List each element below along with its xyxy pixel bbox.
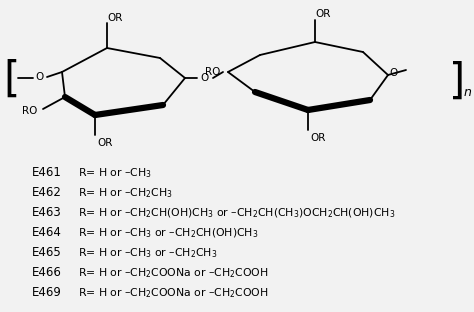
Text: E462: E462 — [32, 187, 62, 199]
Text: E464: E464 — [32, 227, 62, 240]
Text: OR: OR — [107, 13, 123, 23]
Text: R= H or –CH$_3$ or –CH$_2$CH$_3$: R= H or –CH$_3$ or –CH$_2$CH$_3$ — [78, 246, 218, 260]
Text: OR: OR — [97, 138, 113, 148]
Text: E466: E466 — [32, 266, 62, 280]
Text: E469: E469 — [32, 286, 62, 300]
Text: [: [ — [4, 59, 20, 101]
Text: O: O — [36, 72, 44, 82]
Text: OR: OR — [315, 9, 331, 19]
Text: R= H or –CH$_2$COONa or –CH$_2$COOH: R= H or –CH$_2$COONa or –CH$_2$COOH — [78, 266, 269, 280]
Text: R= H or –CH$_3$ or –CH$_2$CH(OH)CH$_3$: R= H or –CH$_3$ or –CH$_2$CH(OH)CH$_3$ — [78, 226, 258, 240]
Text: E463: E463 — [32, 207, 62, 220]
Text: E465: E465 — [32, 246, 62, 260]
Text: OR: OR — [310, 133, 326, 143]
Text: n: n — [464, 86, 472, 100]
Text: RO: RO — [22, 106, 38, 116]
Text: ]: ] — [449, 61, 465, 103]
Text: E461: E461 — [32, 167, 62, 179]
Text: O: O — [201, 73, 209, 83]
Text: R= H or –CH$_2$COONa or –CH$_2$COOH: R= H or –CH$_2$COONa or –CH$_2$COOH — [78, 286, 269, 300]
Text: R= H or –CH$_2$CH$_3$: R= H or –CH$_2$CH$_3$ — [78, 186, 173, 200]
Text: O: O — [390, 68, 398, 78]
Text: R= H or –CH$_3$: R= H or –CH$_3$ — [78, 166, 152, 180]
Text: R= H or –CH$_2$CH(OH)CH$_3$ or –CH$_2$CH(CH$_3$)OCH$_2$CH(OH)CH$_3$: R= H or –CH$_2$CH(OH)CH$_3$ or –CH$_2$CH… — [78, 206, 395, 220]
Text: RO: RO — [205, 67, 220, 77]
